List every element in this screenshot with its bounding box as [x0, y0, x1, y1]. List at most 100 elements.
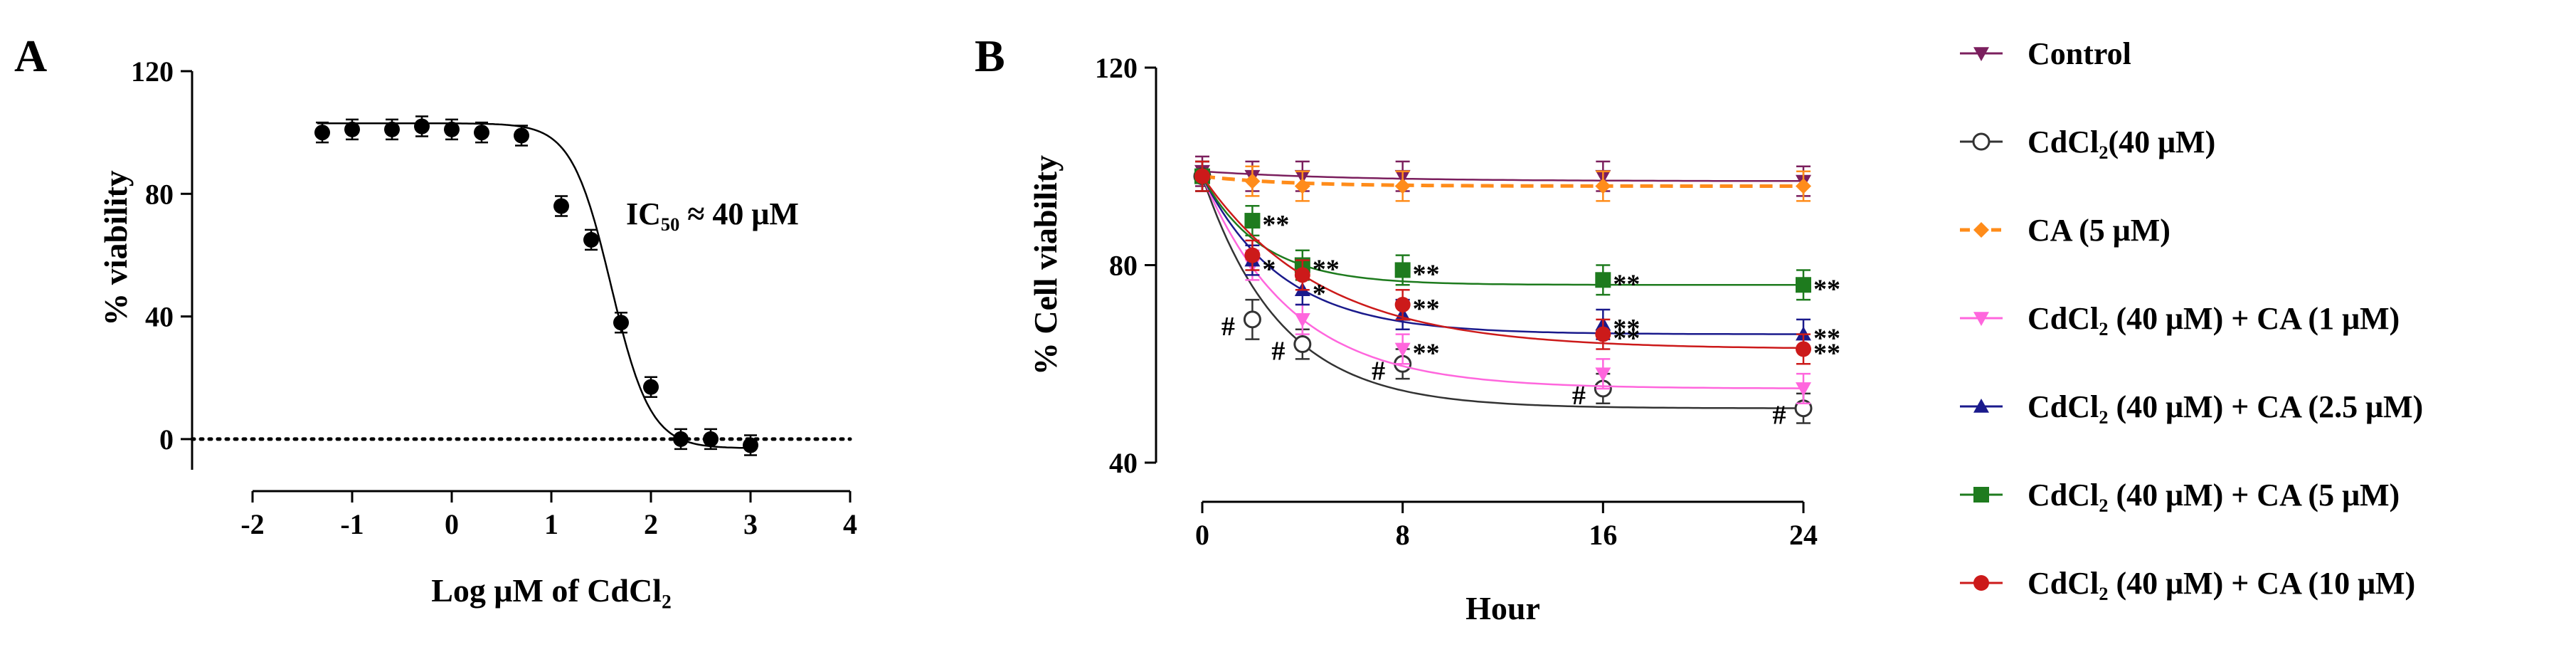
data-point-b [1796, 341, 1811, 357]
data-point-a [474, 125, 489, 141]
data-point-a [583, 231, 599, 248]
star-annotation: ** [1262, 210, 1289, 240]
x-tick-label-a: 4 [843, 508, 857, 540]
legend-item: Control [1960, 36, 2131, 71]
star-annotation: ** [1413, 338, 1440, 368]
x-tick-label-b: 24 [1789, 519, 1818, 551]
hash-annotation: # [1271, 337, 1285, 367]
data-point-b [1293, 335, 1312, 353]
data-point-a [613, 315, 629, 331]
star-annotation: * [1262, 255, 1276, 285]
data-point-a [444, 121, 460, 137]
data-point-b [1394, 297, 1411, 312]
data-point-b [1394, 342, 1411, 357]
data-point-b [1394, 262, 1411, 278]
star-annotation: ** [1613, 269, 1640, 299]
data-point-a [553, 198, 569, 214]
chart-a: 0 40 80 120 -2 -1 0 1 2 3 4 IC₅₀ ≈ 40 μM Log μM of C… [97, 56, 857, 609]
star-annotation: ** [1613, 314, 1640, 344]
x-tick-label-b: 0 [1195, 519, 1209, 551]
data-point-b [1595, 326, 1611, 342]
star-annotation: ** [1413, 294, 1440, 324]
legend-item: CdCl₂ (40 μM) + CA (5 μM) [1960, 478, 2400, 512]
panel-a-letter: A [14, 31, 47, 81]
data-point-a [314, 125, 330, 141]
x-tick-label-a: 2 [644, 508, 658, 540]
x-tick-label-a: -1 [340, 508, 364, 540]
data-point-b [1294, 313, 1310, 327]
legend-marker [1973, 47, 1989, 61]
star-annotation: ** [1813, 324, 1840, 354]
x-tick-label-a: 3 [743, 508, 758, 540]
legend-marker [1972, 132, 1991, 151]
y-tick-label-a: 80 [145, 178, 174, 210]
x-tick-label-a: 0 [445, 508, 459, 540]
legend-label: CdCl₂ (40 μM) + CA (2.5 μM) [2028, 389, 2423, 424]
star-annotation: ** [1813, 274, 1840, 304]
hash-annotation: # [1572, 381, 1586, 411]
data-point-b [1394, 178, 1411, 194]
series-3 [1194, 160, 1811, 404]
star-annotation: * [1313, 279, 1326, 309]
star-annotation: ** [1613, 324, 1640, 354]
data-point-b [1595, 178, 1611, 194]
data-point-b [1796, 277, 1811, 293]
data-point-b [1595, 272, 1611, 288]
legend-marker [1973, 312, 1989, 326]
data-point-b [1294, 178, 1310, 194]
data-point-b [1244, 247, 1261, 263]
data-point-b [1244, 173, 1261, 189]
data-point-a [673, 431, 689, 447]
legend-item: CdCl₂(40 μM) [1960, 125, 2215, 159]
y-tick-label-a: 40 [145, 301, 174, 333]
data-point-b [1294, 267, 1310, 283]
hash-annotation: # [1221, 312, 1235, 342]
series-1 [1193, 160, 1813, 424]
series-4 [1194, 160, 1811, 350]
legend-marker [1973, 222, 1989, 238]
data-point-a [743, 437, 758, 453]
legend-label: CdCl₂ (40 μM) + CA (5 μM) [2028, 478, 2400, 512]
legend-marker [1973, 487, 1989, 503]
data-point-a [344, 121, 360, 137]
series-6 [1194, 160, 1811, 365]
star-annotation: ** [1413, 259, 1440, 289]
legend-item: CdCl₂ (40 μM) + CA (1 μM) [1960, 301, 2400, 336]
x-tick-label-b: 8 [1396, 519, 1410, 551]
hash-annotation: # [1773, 401, 1786, 431]
x-tick-label-a: -2 [240, 508, 264, 540]
star-annotation: ** [1813, 338, 1840, 368]
legend-item: CdCl₂ (40 μM) + CA (2.5 μM) [1960, 389, 2423, 424]
x-tick-label-a: 1 [544, 508, 558, 540]
data-point-a [514, 127, 529, 144]
star-annotation: ** [1313, 255, 1340, 285]
data-point-b [1194, 168, 1210, 184]
legend-label: CdCl₂(40 μM) [2028, 125, 2215, 159]
x-tick-label-b: 16 [1589, 519, 1617, 551]
data-point-a [414, 118, 430, 135]
x-axis-label-a: Log μM of CdCl₂ [431, 572, 672, 609]
series-line [1201, 176, 1803, 409]
data-point-a [703, 431, 719, 447]
x-axis-label-b: Hour [1465, 590, 1540, 626]
legend-label: Control [2028, 36, 2131, 71]
legend-item: CdCl₂ (40 μM) + CA (10 μM) [1960, 566, 2415, 601]
legend-marker [1973, 399, 1989, 413]
legend-marker [1973, 575, 1989, 591]
series-line [1201, 176, 1803, 389]
data-point-b [1595, 367, 1611, 382]
legend-label: CdCl₂ (40 μM) + CA (10 μM) [2028, 566, 2415, 601]
panel-b-letter: B [975, 31, 1005, 81]
series-line [1202, 170, 1803, 182]
data-point-a [643, 379, 659, 395]
legend: Control CdCl₂(40 μM) CA (5 μM) CdCl₂ (40 μM… [1960, 36, 2423, 601]
legend-label: CdCl₂ (40 μM) + CA (1 μM) [2028, 301, 2400, 336]
y-tick-label-a: 0 [159, 424, 174, 456]
legend-label: CA (5 μM) [2028, 213, 2170, 248]
y-tick-label-b: 40 [1109, 447, 1138, 479]
y-tick-label-b: 80 [1109, 250, 1138, 282]
y-axis-label-b: % Cell viability [1027, 155, 1064, 375]
y-tick-label-b: 120 [1095, 52, 1138, 84]
y-axis-label-a: % viability [97, 170, 134, 326]
